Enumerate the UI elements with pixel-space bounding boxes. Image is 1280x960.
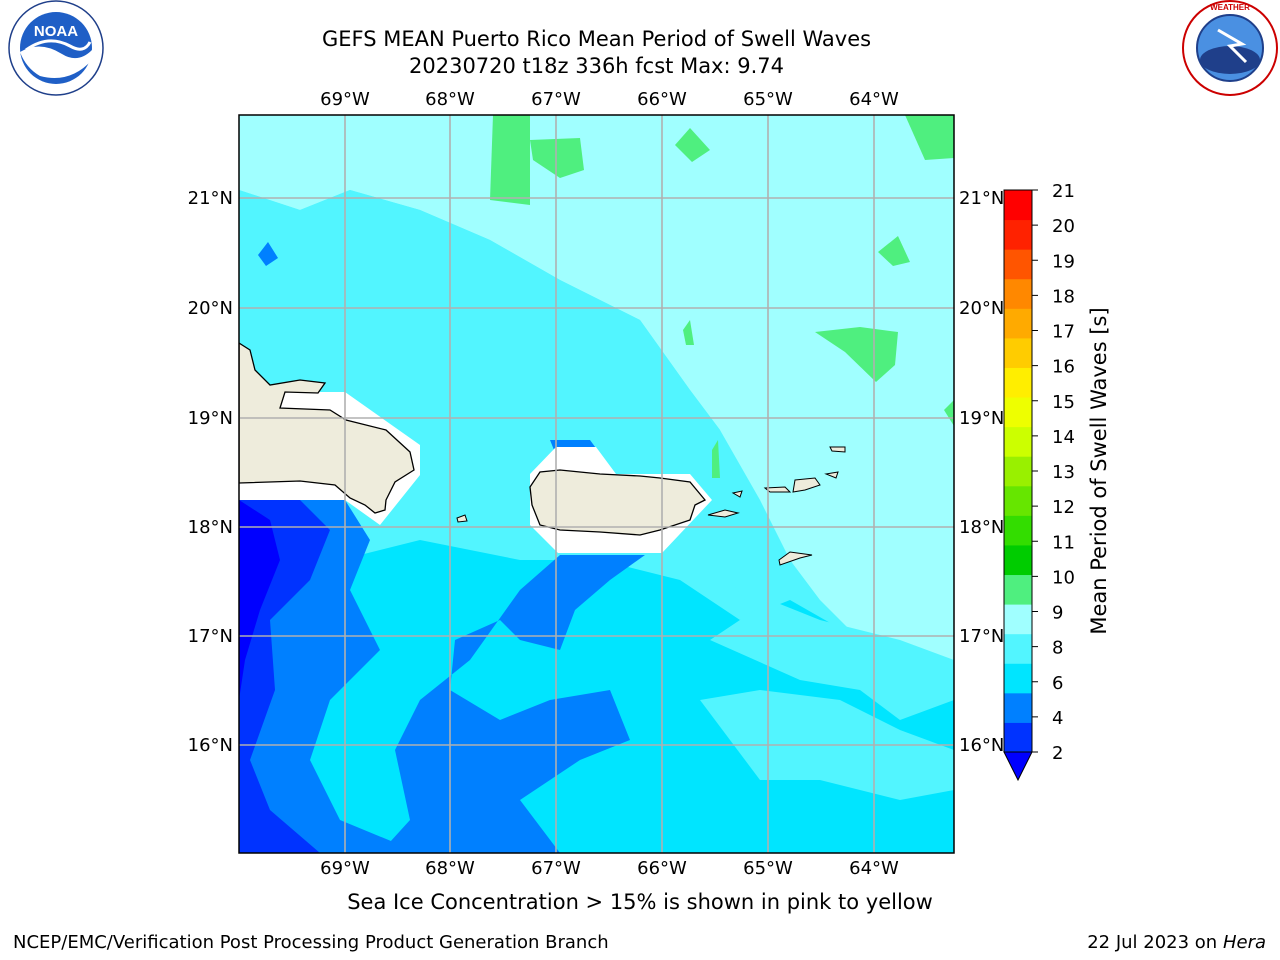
svg-text:65°W: 65°W	[743, 858, 793, 879]
colorbar-swatch	[1004, 663, 1032, 694]
svg-text:18°N: 18°N	[188, 517, 233, 538]
noaa-logo: NOAA	[8, 0, 104, 96]
footer-credit: NCEP/EMC/Verification Post Processing Pr…	[13, 932, 609, 953]
colorbar-swatch	[1004, 249, 1032, 280]
svg-text:69°W: 69°W	[320, 89, 370, 110]
svg-text:17°N: 17°N	[188, 626, 233, 647]
lon-labels-bottom: 69°W 68°W 67°W 66°W 65°W 64°W	[320, 858, 899, 879]
colorbar-swatch	[1004, 190, 1032, 221]
chart-title: GEFS MEAN Puerto Rico Mean Period of Swe…	[321, 27, 872, 51]
svg-text:64°W: 64°W	[849, 89, 899, 110]
lat-labels-left: 21°N 20°N 19°N 18°N 17°N 16°N	[188, 188, 233, 756]
colorbar-tick-label: 21	[1052, 181, 1075, 202]
swell-period-field	[239, 115, 954, 853]
colorbar-tick-label: 19	[1052, 251, 1075, 272]
svg-text:19°N: 19°N	[959, 408, 1004, 429]
svg-text:65°W: 65°W	[743, 89, 793, 110]
colorbar-swatch	[1004, 604, 1032, 635]
colorbar-swatch	[1004, 574, 1032, 605]
svg-text:21°N: 21°N	[959, 188, 1004, 209]
colorbar-tick-label: 9	[1052, 603, 1063, 624]
colorbar-swatch	[1004, 278, 1032, 309]
svg-text:64°W: 64°W	[849, 858, 899, 879]
noaa-logo-text: NOAA	[34, 23, 78, 40]
land-hispaniola	[239, 342, 415, 514]
sea-ice-note: Sea Ice Concentration > 15% is shown in …	[347, 890, 933, 914]
colorbar-tick-label: 12	[1052, 497, 1075, 518]
svg-text:20°N: 20°N	[959, 298, 1004, 319]
svg-text:20°N: 20°N	[188, 298, 233, 319]
colorbar-swatch	[1004, 722, 1032, 753]
colorbar-tick-label: 13	[1052, 462, 1075, 483]
svg-text:68°W: 68°W	[425, 858, 475, 879]
svg-text:19°N: 19°N	[188, 408, 233, 429]
svg-text:16°N: 16°N	[959, 735, 1004, 756]
colorbar-swatch	[1004, 485, 1032, 516]
colorbar: 2 4 6 8 9 10 11 12 13 14 15 16 17 18 19 20 21	[1003, 181, 1075, 782]
colorbar-tick-label: 14	[1052, 427, 1075, 448]
colorbar-tick-label: 4	[1052, 708, 1063, 729]
colorbar-tick-label: 8	[1052, 638, 1063, 659]
colorbar-swatch	[1004, 337, 1032, 368]
colorbar-swatch	[1004, 426, 1032, 457]
colorbar-tick-label: 17	[1052, 322, 1075, 343]
colorbar-tick-label: 11	[1052, 532, 1075, 553]
chart-subtitle: 20230720 t18z 336h fcst Max: 9.74	[409, 54, 784, 78]
svg-text:21°N: 21°N	[188, 188, 233, 209]
lat-labels-right: 21°N 20°N 19°N 18°N 17°N 16°N	[959, 188, 1004, 756]
colorbar-tick-label: 18	[1052, 286, 1075, 307]
svg-text:WEATHER: WEATHER	[1210, 3, 1250, 12]
colorbar-tick-label: 20	[1052, 216, 1075, 237]
colorbar-tick-label: 6	[1052, 673, 1063, 694]
colorbar-tick-label: 16	[1052, 357, 1075, 378]
svg-text:18°N: 18°N	[959, 517, 1004, 538]
colorbar-tick-label: 10	[1052, 567, 1075, 588]
svg-text:68°W: 68°W	[425, 89, 475, 110]
colorbar-swatch	[1004, 456, 1032, 487]
colorbar-swatch	[1004, 515, 1032, 546]
svg-text:67°W: 67°W	[531, 89, 581, 110]
colorbar-swatch	[1004, 219, 1032, 250]
colorbar-swatch	[1004, 633, 1032, 664]
colorbar-swatch	[1004, 544, 1032, 576]
svg-text:69°W: 69°W	[320, 858, 370, 879]
svg-text:16°N: 16°N	[188, 735, 233, 756]
lon-labels-top: 69°W 68°W 67°W 66°W 65°W 64°W	[320, 89, 899, 110]
svg-text:67°W: 67°W	[531, 858, 581, 879]
colorbar-tick-label: 15	[1052, 392, 1075, 413]
svg-text:66°W: 66°W	[637, 858, 687, 879]
colorbar-swatch	[1004, 397, 1032, 428]
nws-logo: WEATHER	[1182, 0, 1278, 96]
colorbar-swatch	[1004, 308, 1032, 339]
colorbar-swatch	[1004, 367, 1032, 398]
colorbar-label: Mean Period of Swell Waves [s]	[1087, 307, 1111, 634]
colorbar-tick-label: 2	[1052, 743, 1063, 764]
map-frame	[238, 114, 955, 854]
footer-date: 22 Jul 2023 on Hera	[1087, 932, 1266, 953]
colorbar-extend-min	[1003, 751, 1033, 782]
graticule	[239, 115, 954, 853]
colorbar-swatch	[1004, 692, 1032, 723]
svg-text:66°W: 66°W	[637, 89, 687, 110]
svg-text:17°N: 17°N	[959, 626, 1004, 647]
